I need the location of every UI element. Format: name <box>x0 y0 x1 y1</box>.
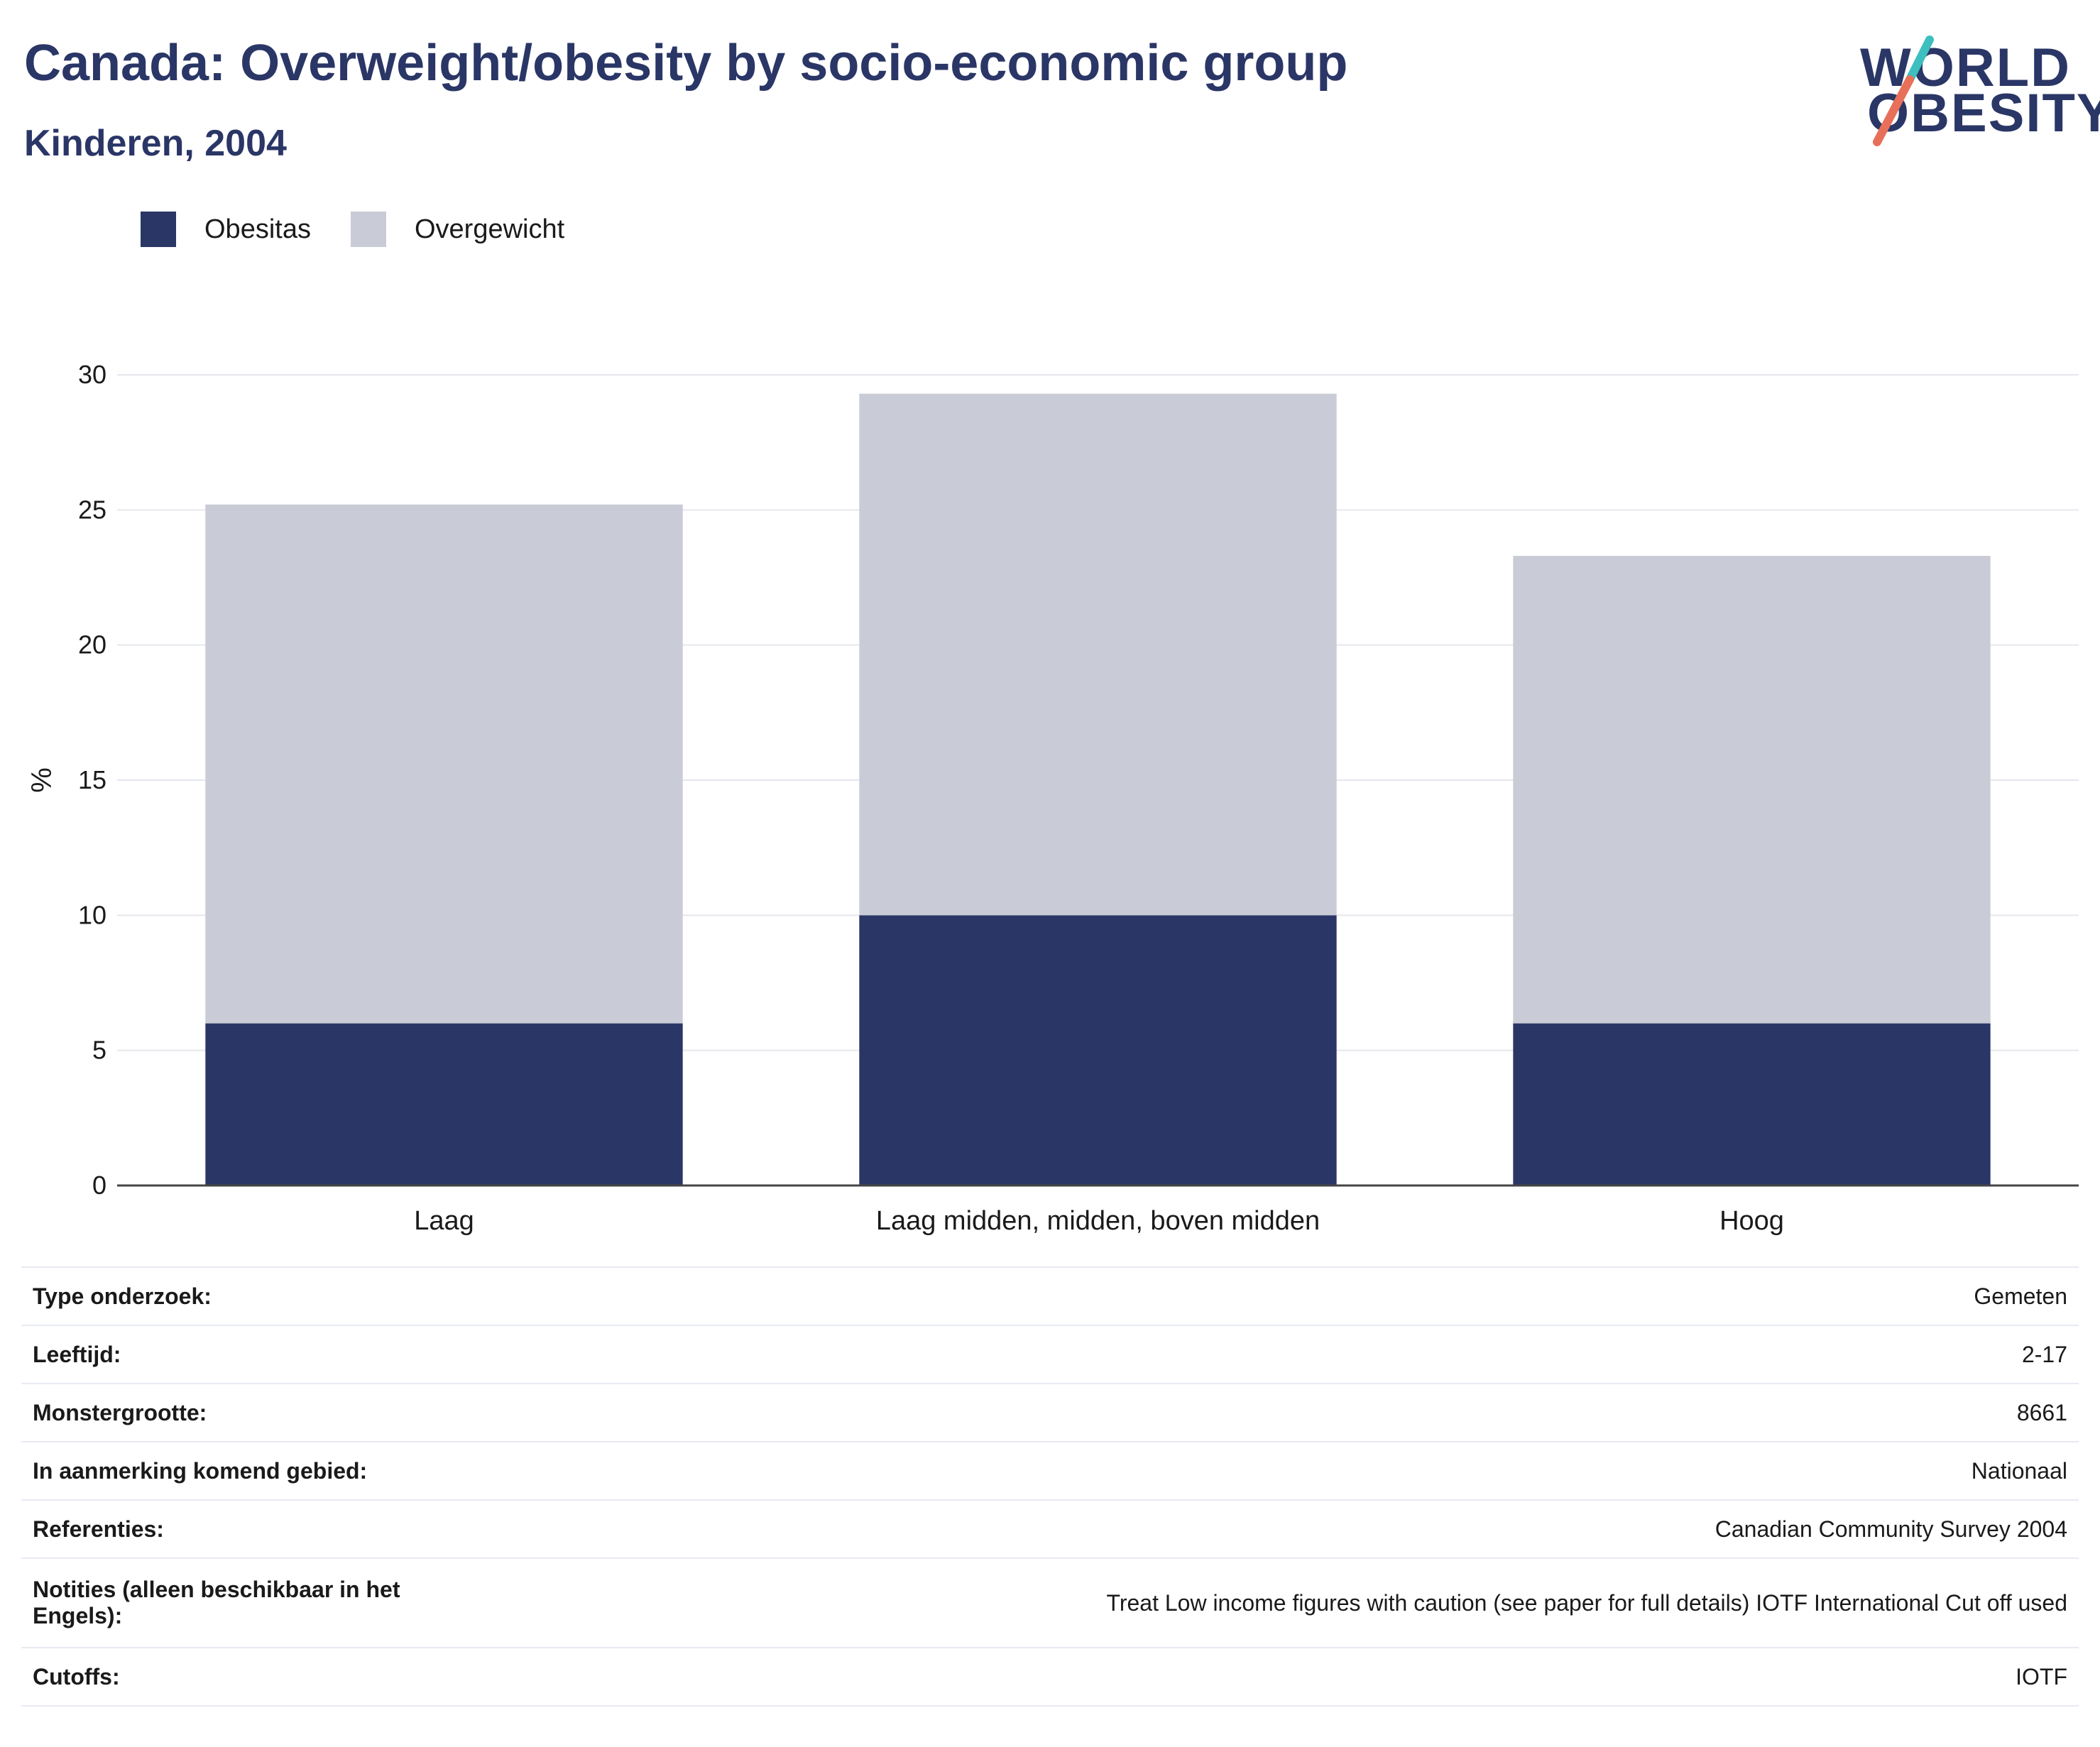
study-info-table: Type onderzoek: Gemeten Leeftijd: 2-17 M… <box>21 1266 2079 1707</box>
y-tick-label: 30 <box>78 360 106 389</box>
legend-label-obesitas: Obesitas <box>204 214 311 244</box>
info-row-type: Type onderzoek: Gemeten <box>21 1266 2079 1325</box>
bar-overgewicht <box>859 393 1337 916</box>
info-key: Leeftijd: <box>21 1325 484 1384</box>
y-axis-label: % <box>26 767 58 793</box>
info-row-cutoffs: Cutoffs: IOTF <box>21 1647 2079 1707</box>
stacked-bar-chart: 0 5 10 15 20 25 30% Laag Laag midden, midden, bo… <box>26 360 2079 1236</box>
logo-slash-icon <box>1873 35 1934 146</box>
info-key: Notities (alleen beschikbaar in het Enge… <box>21 1557 484 1648</box>
legend-item-overgewicht[interactable]: Overgewicht <box>350 212 565 247</box>
y-tick-label: 0 <box>92 1171 106 1200</box>
bar-overgewicht <box>205 504 683 1024</box>
info-row-notes: Notities (alleen beschikbaar in het Enge… <box>21 1557 2079 1648</box>
bar-obesitas <box>1513 1023 1991 1185</box>
info-value: IOTF <box>484 1647 2079 1707</box>
logo-text-line1: WORLD <box>1860 38 2072 98</box>
y-tick-label: 25 <box>78 495 106 524</box>
info-key: Referenties: <box>21 1499 484 1558</box>
x-tick-label: Hoog <box>1719 1206 1784 1236</box>
chart-legend: Obesitas Overgewicht <box>141 212 604 247</box>
info-value: Treat Low income figures with caution (s… <box>484 1557 2079 1648</box>
info-row-area: In aanmerking komend gebied: Nationaal <box>21 1441 2079 1500</box>
info-value: Canadian Community Survey 2004 <box>484 1499 2079 1558</box>
chart-subtitle: Kinderen, 2004 <box>24 123 287 164</box>
info-value: Gemeten <box>484 1266 2079 1325</box>
info-key: In aanmerking komend gebied: <box>21 1441 484 1500</box>
info-row-sample-size: Monstergrootte: 8661 <box>21 1383 2079 1442</box>
legend-label-overgewicht: Overgewicht <box>414 214 565 244</box>
y-tick-label: 20 <box>78 630 106 659</box>
y-tick-label: 10 <box>78 900 106 929</box>
bar-obesitas <box>205 1023 683 1185</box>
y-tick-label: 15 <box>78 765 106 794</box>
info-row-age: Leeftijd: 2-17 <box>21 1325 2079 1384</box>
chart-title: Canada: Overweight/obesity by socio-econ… <box>24 35 1348 92</box>
info-key: Cutoffs: <box>21 1647 484 1707</box>
info-key: Type onderzoek: <box>21 1266 484 1325</box>
info-value: 8661 <box>484 1383 2079 1442</box>
info-row-references: Referenties: Canadian Community Survey 2… <box>21 1499 2079 1558</box>
bar-overgewicht <box>1513 556 1991 1024</box>
legend-item-obesitas[interactable]: Obesitas <box>141 212 311 247</box>
bar-obesitas <box>859 915 1337 1185</box>
legend-swatch-overgewicht <box>350 212 386 247</box>
info-value: Nationaal <box>484 1441 2079 1500</box>
info-value: 2-17 <box>484 1325 2079 1384</box>
x-tick-label: Laag midden, midden, boven midden <box>876 1206 1320 1236</box>
legend-swatch-obesitas <box>141 212 176 247</box>
y-tick-label: 5 <box>92 1036 106 1065</box>
x-tick-label: Laag <box>414 1206 474 1236</box>
world-obesity-logo: WORLD OBESITY <box>1846 20 2100 155</box>
info-key: Monstergrootte: <box>21 1383 484 1442</box>
